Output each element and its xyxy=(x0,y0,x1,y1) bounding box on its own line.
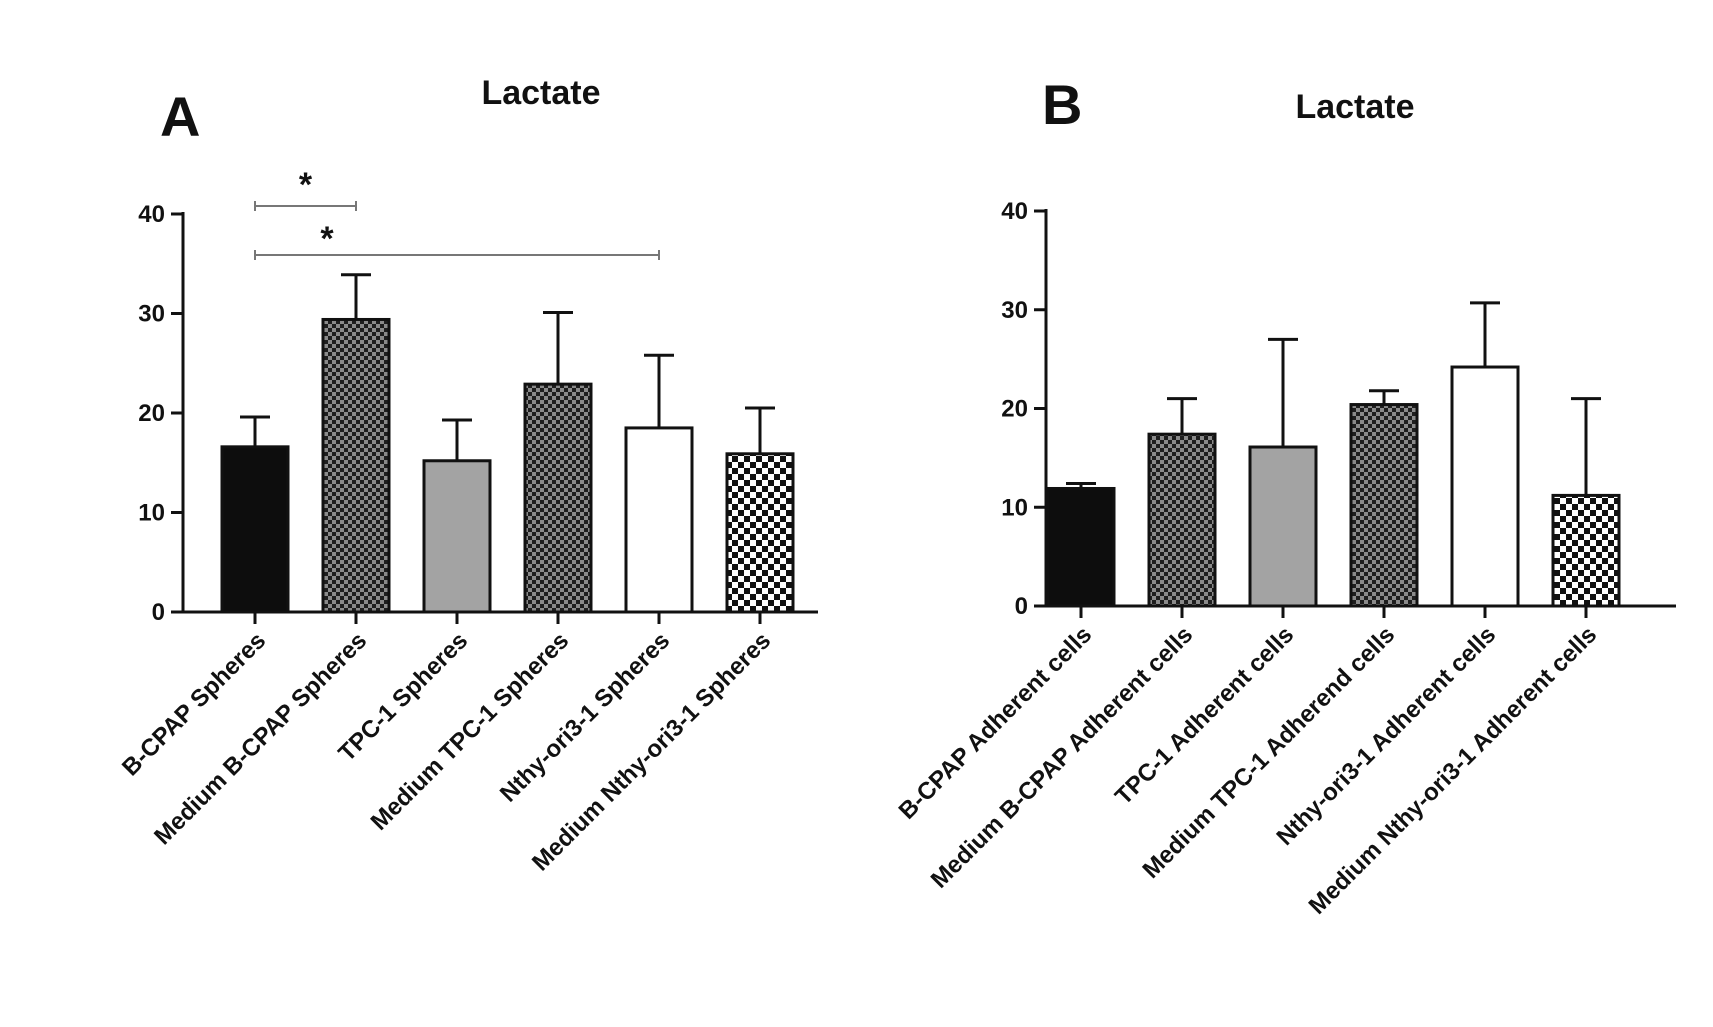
panel-a-y-tick-label: 40 xyxy=(138,201,165,228)
panel-b-title: Lactate xyxy=(1295,88,1414,126)
panel-b-category-label: B-CPAP Adherent cells xyxy=(894,621,1098,825)
panel-a-bar xyxy=(624,426,694,614)
panel-b-category-label: TPC-1 Adherent cells xyxy=(1110,621,1299,810)
panel-b-y-tick-label: 10 xyxy=(1001,494,1028,521)
panel-a-significance-star: * xyxy=(320,220,334,258)
panel-a-bar xyxy=(523,382,593,614)
panel-a-bar xyxy=(220,445,290,614)
panel-a-y-tick-label: 10 xyxy=(138,500,165,527)
panel-b-y-tick-label: 20 xyxy=(1001,396,1028,423)
panel-a-letter: A xyxy=(160,85,200,148)
panel-b-bar xyxy=(1248,445,1318,608)
panel-a-category-label: Nthy-ori3-1 Spheres xyxy=(495,627,675,807)
panel-a-bar xyxy=(321,317,391,614)
panel-b-y-tick-label: 40 xyxy=(1001,198,1028,225)
panel-b-y-tick-label: 0 xyxy=(1015,593,1028,620)
panel-b-bar xyxy=(1147,432,1217,608)
panel-b-bar xyxy=(1551,493,1621,608)
panel-b-bar xyxy=(1349,403,1419,608)
panel-a-bar xyxy=(422,459,492,614)
panel-a-y-tick-label: 0 xyxy=(152,599,165,626)
panel-a-y-tick-label: 30 xyxy=(138,301,165,328)
panel-a-significance-star: * xyxy=(299,166,313,204)
panel-b-y-tick-label: 30 xyxy=(1001,297,1028,324)
panel-a-title: Lactate xyxy=(481,74,600,112)
panel-a-category-label: Medium B-CPAP Spheres xyxy=(149,627,372,850)
panel-b-letter: B xyxy=(1042,73,1082,136)
panel-b-bar xyxy=(1450,365,1520,608)
panel-a-y-tick-label: 20 xyxy=(138,400,165,427)
panel-b-bar xyxy=(1046,486,1116,608)
panel-a-bar xyxy=(725,452,795,614)
panel-a-category-label: Medium TPC-1 Spheres xyxy=(366,627,575,836)
panel-b-category-label: Nthy-ori3-1 Adherent cells xyxy=(1272,621,1502,851)
